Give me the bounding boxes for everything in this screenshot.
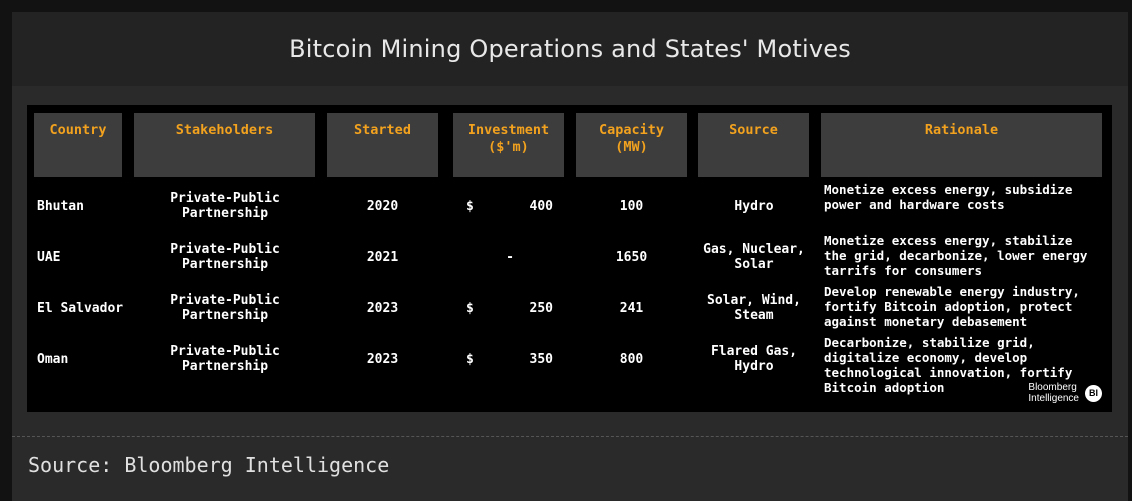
cell-investment-value: 250 <box>529 300 553 316</box>
cell-rationale: Monetize excess energy, subsidize power … <box>824 182 1073 212</box>
cell-started: 2021 <box>366 249 399 265</box>
cell-investment-value: 400 <box>529 198 553 214</box>
page-title: Bitcoin Mining Operations and States' Mo… <box>289 35 851 63</box>
cell-capacity: 100 <box>619 198 644 214</box>
header-country: Country <box>34 113 122 177</box>
cell-country: Oman <box>37 351 69 367</box>
cell-source: Gas, Nuclear, Solar <box>703 242 805 272</box>
cell-rationale: Monetize excess energy, stabilize the gr… <box>824 233 1088 278</box>
cell-rationale: Develop renewable energy industry, forti… <box>824 284 1080 329</box>
cell-source: Flared Gas, Hydro <box>710 344 798 374</box>
cell-investment-symbol: $ <box>466 351 474 367</box>
cell-investment-value: 350 <box>529 351 553 367</box>
chart-frame: Bitcoin Mining Operations and States' Mo… <box>12 12 1128 501</box>
header-started: Started <box>327 113 438 177</box>
cell-country: El Salvador <box>37 300 124 316</box>
cell-investment-value: - <box>506 249 514 265</box>
logo-line-1: Bloomberg <box>1028 382 1077 393</box>
header-capacity: Capacity (MW) <box>576 113 687 177</box>
cell-capacity: 241 <box>619 300 644 316</box>
cell-rationale: Decarbonize, stabilize grid, digitalize … <box>824 335 1073 395</box>
source-note: Source: Bloomberg Intelligence <box>28 453 390 477</box>
cell-started: 2023 <box>366 300 399 316</box>
cell-investment-symbol: $ <box>466 300 474 316</box>
title-bar: Bitcoin Mining Operations and States' Mo… <box>12 12 1128 86</box>
logo-line-2: Intelligence <box>1028 393 1079 404</box>
cell-investment-symbol: $ <box>466 198 474 214</box>
header-rationale: Rationale <box>821 113 1102 177</box>
header-stakeholders: Stakeholders <box>134 113 315 177</box>
bloomberg-intelligence-logo: Bloomberg Intelligence BI <box>1028 382 1102 404</box>
cell-country: UAE <box>37 249 61 265</box>
header-source: Source <box>698 113 809 177</box>
cell-stakeholders: Private-Public Partnership <box>170 293 280 323</box>
cell-stakeholders: Private-Public Partnership <box>170 242 280 272</box>
cell-started: 2023 <box>366 351 399 367</box>
cell-started: 2020 <box>366 198 399 214</box>
cell-country: Bhutan <box>37 198 84 214</box>
cell-source: Hydro <box>734 198 774 214</box>
bi-logo-icon: BI <box>1085 384 1102 402</box>
divider <box>12 436 1128 437</box>
data-table: Country Stakeholders Started Investment ($'m… <box>27 105 1112 412</box>
cell-stakeholders: Private-Public Partnership <box>170 191 280 221</box>
cell-capacity: 1650 <box>615 249 648 265</box>
cell-source: Solar, Wind, Steam <box>707 293 801 323</box>
cell-stakeholders: Private-Public Partnership <box>170 344 280 374</box>
header-investment: Investment ($'m) <box>453 113 564 177</box>
cell-capacity: 800 <box>619 351 644 367</box>
